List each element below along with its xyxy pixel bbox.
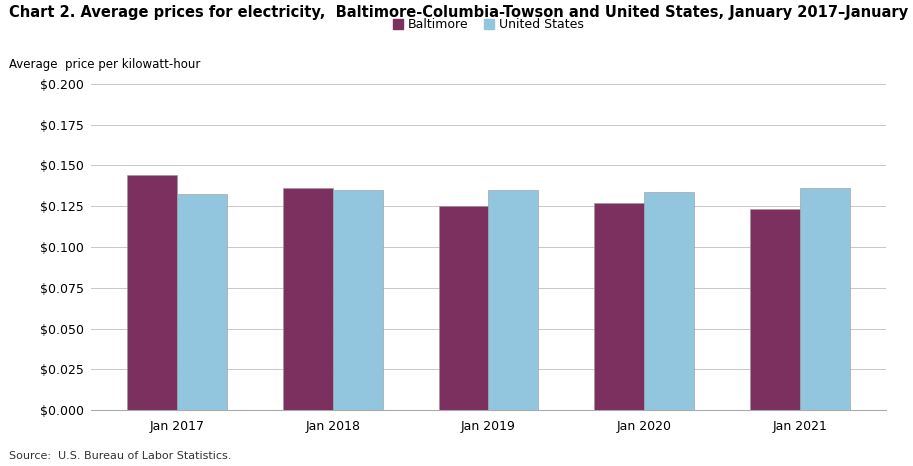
Bar xyxy=(128,175,177,410)
Bar xyxy=(750,209,800,410)
Text: Chart 2. Average prices for electricity,  Baltimore-Columbia-Towson and United S: Chart 2. Average prices for electricity,… xyxy=(9,5,913,20)
Bar xyxy=(800,188,849,410)
Bar xyxy=(283,188,333,410)
Legend: Baltimore, United States: Baltimore, United States xyxy=(394,18,583,31)
Bar xyxy=(644,192,694,410)
Bar xyxy=(594,203,644,410)
Text: Average  price per kilowatt-hour: Average price per kilowatt-hour xyxy=(9,58,201,71)
Bar xyxy=(333,190,383,410)
Text: Source:  U.S. Bureau of Labor Statistics.: Source: U.S. Bureau of Labor Statistics. xyxy=(9,452,232,461)
Bar xyxy=(488,190,539,410)
Bar xyxy=(177,194,227,410)
Bar xyxy=(438,206,488,410)
